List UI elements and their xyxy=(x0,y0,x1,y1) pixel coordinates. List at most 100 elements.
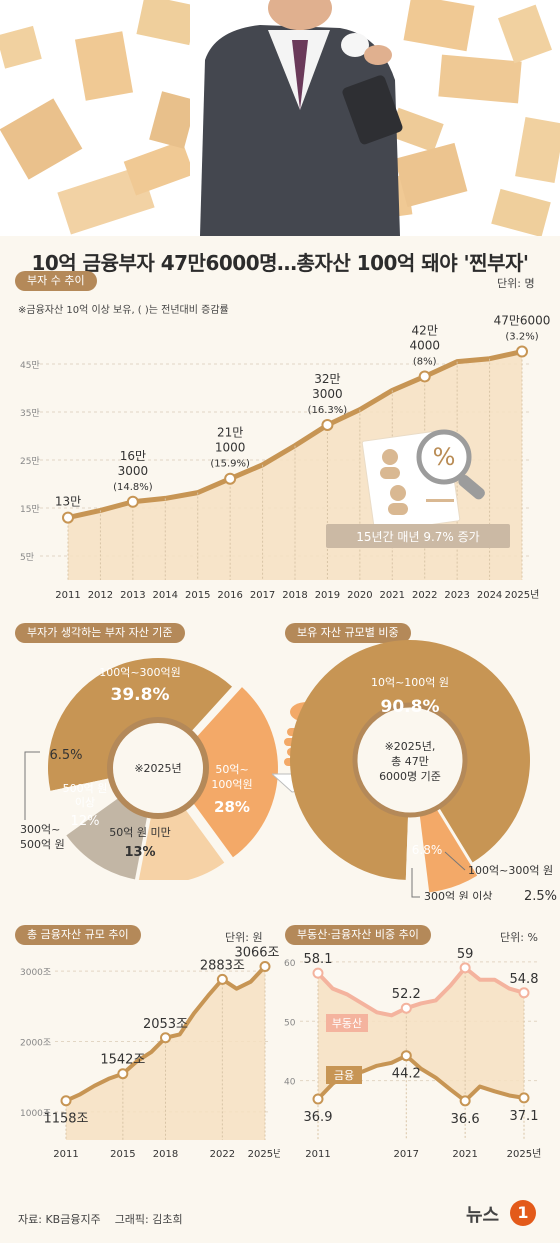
data-label: 1542조 xyxy=(100,1053,145,1068)
x-tick-label: 2012 xyxy=(88,590,113,601)
legend-real-estate xyxy=(326,1014,368,1032)
growth-badge-text: 15년간 매년 9.7% 증가 xyxy=(356,530,479,544)
svg-text:%: % xyxy=(433,443,456,471)
data-label: 16만 xyxy=(120,449,146,463)
x-tick-label: 2011 xyxy=(305,1149,330,1160)
y-tick-label: 15만 xyxy=(20,504,40,515)
y-tick-label: 50 xyxy=(284,1018,296,1028)
section-pill-financial-assets: 총 금융자산 규모 추이 xyxy=(15,925,141,945)
data-label: (14.8%) xyxy=(113,482,153,493)
data-point-financial xyxy=(400,1050,412,1062)
x-tick-label: 2020 xyxy=(347,590,372,601)
data-point xyxy=(224,472,237,485)
news1-logo-mark: 1 xyxy=(510,1200,536,1226)
data-point xyxy=(126,495,139,508)
data-label-financial: 44.2 xyxy=(392,1067,421,1082)
x-tick-label: 2011 xyxy=(55,590,80,601)
slice-label-3a: 500억 원 xyxy=(63,782,108,795)
data-point xyxy=(321,418,334,431)
donut2-center-2: 총 47만 xyxy=(391,755,429,768)
page-title: 10억 금융부자 47만6000명…총자산 100억 돼야 '찐부자' xyxy=(31,251,529,275)
unit-label-financial-assets: 단위: 원 xyxy=(225,931,263,944)
section-pill-rich-count: 부자 수 추이 xyxy=(15,271,97,291)
donut2-main-pct: 90.8% xyxy=(381,697,440,717)
magnifier-percent-icon: % xyxy=(361,429,485,533)
x-tick-label: 2022 xyxy=(412,590,437,601)
data-point xyxy=(216,973,228,985)
x-tick-label: 2017 xyxy=(250,590,275,601)
donut2-center-1: ※2025년, xyxy=(385,740,436,753)
data-label-real-estate: 59 xyxy=(457,947,474,962)
x-tick-label: 2018 xyxy=(282,590,307,601)
legend-real-estate-text: 부동산 xyxy=(332,1017,362,1030)
data-label-financial: 37.1 xyxy=(510,1109,539,1124)
x-tick-label: 2014 xyxy=(153,590,178,601)
x-tick-label: 2025년 xyxy=(505,589,540,601)
pie-slice xyxy=(167,687,278,858)
x-tick-label: 2018 xyxy=(153,1149,178,1160)
data-label: 3000 xyxy=(118,464,149,478)
slice-label-1b: 100억원 xyxy=(211,778,252,791)
donut2-small-label: 100억~300억 원 xyxy=(468,864,553,877)
hero-image xyxy=(0,0,560,236)
slice-label-3b: 이상 xyxy=(75,796,95,809)
y-tick-label: 45만 xyxy=(20,360,40,371)
donut2-main-label: 10억~100억 원 xyxy=(371,676,449,689)
data-label: (15.9%) xyxy=(210,459,250,470)
data-label: 13만 xyxy=(55,495,81,509)
y-tick-label: 2000조 xyxy=(20,1038,51,1048)
hero-illustration xyxy=(0,0,560,236)
data-point xyxy=(60,1095,72,1107)
data-label: 2053조 xyxy=(143,1017,188,1032)
x-tick-label: 2016 xyxy=(217,590,242,601)
y-tick-label: 5만 xyxy=(20,552,34,563)
data-label: (8%) xyxy=(413,356,437,367)
donut2-tiny-pct: 2.5% xyxy=(524,889,557,900)
rich-count-chart: 2011 2012 2013 2014 2015 2016 2017 2018 2019 2020… xyxy=(20,315,550,601)
x-tick-label: 2021 xyxy=(380,590,405,601)
news1-logo: 뉴스 xyxy=(466,1205,500,1226)
section-pill-rich-criteria: 부자가 생각하는 부자 자산 기준 xyxy=(15,623,185,643)
donut2-small-pct: 6.8% xyxy=(412,843,443,857)
y-tick-label: 25만 xyxy=(20,456,40,467)
data-label-real-estate: 52.2 xyxy=(392,987,421,1002)
data-label-financial: 36.6 xyxy=(451,1112,480,1127)
slice-label-1a: 50억~ xyxy=(215,763,248,776)
y-tick-label: 3000조 xyxy=(20,968,51,978)
y-tick-label: 60 xyxy=(284,959,296,969)
data-label-real-estate: 58.1 xyxy=(304,952,333,967)
data-label: 4000 xyxy=(409,338,440,352)
slice-pct-3: 12% xyxy=(71,814,100,829)
data-point-financial xyxy=(312,1093,324,1105)
donut2-tiny-label: 300억 원 이상 xyxy=(424,890,492,900)
rich-count-note: ※금융자산 10억 이상 보유, ( )는 전년대비 증감률 xyxy=(18,305,229,316)
x-tick-label: 2024 xyxy=(477,590,502,601)
donut-center-text: ※2025년 xyxy=(134,762,181,775)
data-label: 21만 xyxy=(217,426,243,440)
data-point xyxy=(418,370,431,383)
data-point-real-estate xyxy=(459,962,471,974)
rich-criteria-donut: ※2025년 100억~300억원 39.8% 50억~ 100억원 28% 5… xyxy=(20,658,278,880)
data-label: 3000 xyxy=(312,387,343,401)
slice-pct-0: 39.8% xyxy=(111,685,170,705)
x-tick-label: 2015 xyxy=(110,1149,135,1160)
data-point xyxy=(62,511,74,524)
y-tick-label: 1000조 xyxy=(20,1109,51,1119)
data-label: 42만 xyxy=(412,323,438,337)
banknote-icons xyxy=(0,0,560,236)
x-tick-label: 2019 xyxy=(315,590,340,601)
data-label-real-estate: 54.8 xyxy=(510,972,539,987)
data-label: 2883조 xyxy=(200,958,245,973)
data-label: 1000 xyxy=(215,441,246,455)
x-tick-label: 2015 xyxy=(185,590,210,601)
donut2-center-3: 6000명 기준 xyxy=(379,770,441,783)
slice-pct-1: 28% xyxy=(214,798,250,816)
x-tick-label: 2013 xyxy=(120,590,145,601)
x-tick-label: 2017 xyxy=(394,1149,419,1160)
slice-label-2: 50억 원 미만 xyxy=(109,826,170,839)
data-point-real-estate xyxy=(312,967,324,979)
data-point-real-estate xyxy=(518,987,530,999)
data-label: 3066조 xyxy=(234,945,279,960)
x-tick-label: 2025년 xyxy=(507,1148,542,1160)
legend-financial xyxy=(326,1066,362,1084)
